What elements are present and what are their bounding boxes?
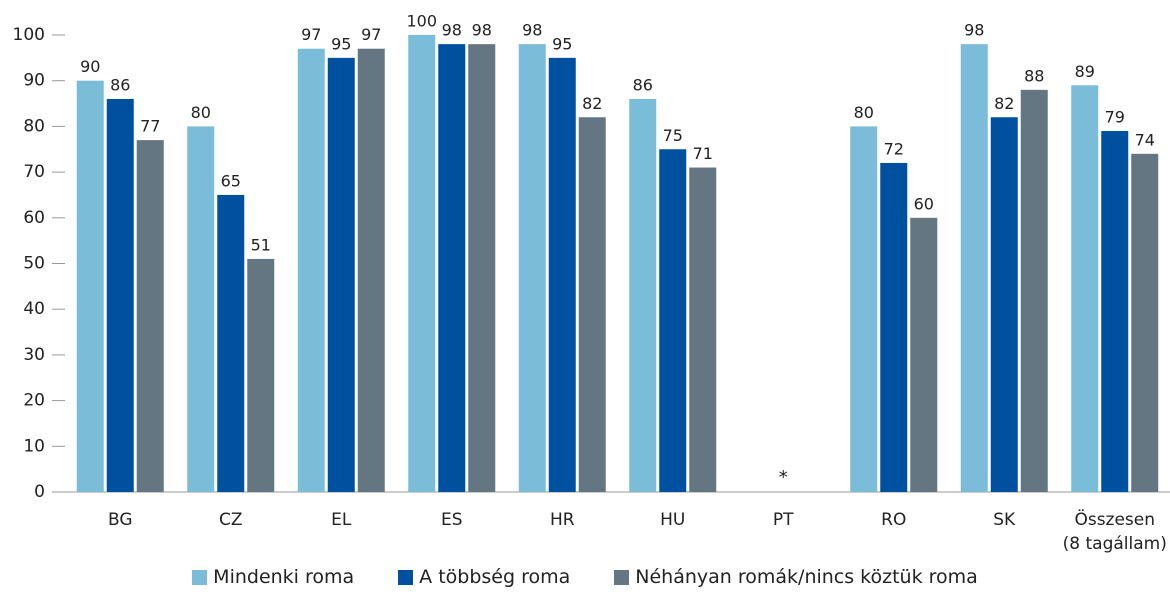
annotation: * [779, 467, 788, 488]
x-tick-label: HR [549, 510, 575, 530]
value-label: 95 [552, 34, 572, 53]
value-label: 82 [994, 94, 1014, 113]
bar [1020, 89, 1048, 492]
y-tick-label: 30 [23, 345, 45, 365]
y-tick-label: 100 [13, 25, 45, 45]
bar [327, 57, 355, 492]
legend-item: A többség roma [398, 566, 570, 588]
value-label: 86 [110, 75, 130, 94]
value-label: 77 [140, 117, 160, 136]
bar [357, 48, 385, 493]
bar [408, 35, 436, 492]
bar [438, 44, 466, 492]
value-label: 74 [1135, 130, 1155, 149]
bar [1071, 85, 1099, 493]
y-tick-label: 10 [23, 436, 45, 456]
x-tick-label: SK [993, 510, 1016, 530]
y-tick-label: 90 [23, 71, 45, 91]
value-label: 80 [191, 103, 211, 122]
value-label: 97 [301, 25, 321, 44]
bar [468, 44, 496, 492]
x-tick-label: Összesen (8 tagállam) [1062, 510, 1167, 554]
bar [990, 117, 1018, 492]
legend-swatch [614, 569, 630, 585]
legend-label: A többség roma [419, 566, 571, 588]
bar [247, 258, 275, 492]
x-tick-label: HU [660, 510, 686, 530]
value-label: 88 [1024, 66, 1044, 85]
value-label: 71 [693, 144, 713, 163]
value-label: 82 [582, 94, 602, 113]
bar [1101, 130, 1129, 492]
bar [659, 149, 687, 492]
value-label: 90 [80, 57, 100, 76]
legend: Mindenki roma A többség roma Néhányan romá… [0, 566, 1170, 588]
value-label: 60 [914, 194, 934, 213]
legend-item: Mindenki roma [192, 566, 354, 588]
x-tick-label: ES [440, 510, 463, 530]
value-label: 75 [663, 126, 683, 145]
y-tick-label: 40 [23, 299, 45, 319]
value-label: 89 [1075, 62, 1095, 81]
value-label: 98 [442, 21, 462, 40]
bar [578, 117, 606, 492]
value-label: 65 [221, 171, 241, 190]
bar [187, 126, 215, 493]
value-label: 79 [1105, 107, 1125, 126]
value-label: 98 [522, 21, 542, 40]
value-label: 98 [964, 21, 984, 40]
bar [297, 48, 325, 493]
x-tick-label: CZ [218, 510, 243, 530]
y-tick-label: 20 [23, 391, 45, 411]
x-tick-label: EL [331, 510, 352, 530]
bar [106, 98, 134, 492]
bar [629, 98, 657, 492]
legend-swatch [192, 569, 208, 585]
value-label: 97 [361, 25, 381, 44]
y-tick-label: 0 [34, 482, 45, 502]
bar [1131, 153, 1159, 492]
value-label: 51 [251, 235, 271, 254]
value-label: 80 [854, 103, 874, 122]
bar [548, 57, 576, 492]
bar [217, 194, 245, 492]
legend-label: Mindenki roma [213, 566, 355, 588]
value-label: 86 [633, 75, 653, 94]
bar [960, 44, 988, 492]
legend-label: Néhányan romák/nincs köztük roma [635, 566, 978, 588]
bar [76, 80, 104, 492]
bar [910, 217, 938, 493]
value-label: 98 [472, 21, 492, 40]
legend-item: Néhányan romák/nincs köztük roma [614, 566, 978, 588]
y-tick-label: 60 [23, 208, 45, 228]
x-tick-label: PT [772, 510, 794, 530]
y-tick-label: 70 [23, 162, 45, 182]
bar [850, 126, 878, 493]
y-tick-label: 50 [23, 254, 45, 274]
legend-swatch [398, 569, 414, 585]
bar [136, 140, 164, 493]
value-label: 95 [331, 34, 351, 53]
bar [880, 162, 908, 492]
value-label: 72 [884, 139, 904, 158]
x-tick-label: RO [881, 510, 907, 530]
y-tick-label: 80 [23, 116, 45, 136]
bar [689, 167, 717, 492]
bar [518, 44, 546, 492]
value-label: 100 [406, 12, 437, 31]
x-tick-label: BG [107, 510, 133, 530]
